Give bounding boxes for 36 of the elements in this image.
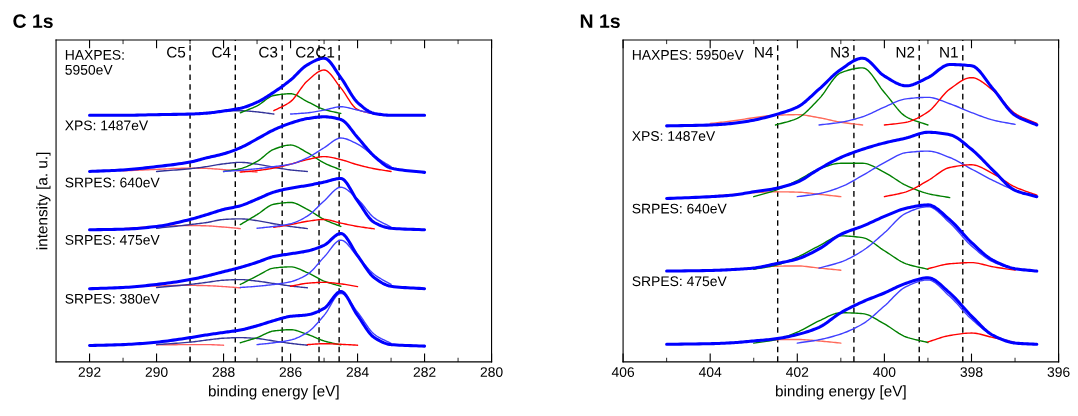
annotation: HAXPES: 5950eV	[632, 49, 744, 60]
x-tick-label: 406	[611, 367, 635, 377]
annotation: SRPES: 475eV	[65, 234, 160, 245]
x-axis-title: binding energy [eV]	[776, 385, 906, 400]
x-tick-label: 402	[786, 367, 809, 377]
ref-line-label: N2	[896, 46, 915, 58]
x-tick-label: 284	[346, 367, 369, 377]
ref-line-label: C1	[316, 46, 335, 58]
ref-line-label: N1	[940, 46, 958, 58]
annotation: XPS: 1487eV	[632, 131, 716, 141]
ref-line-label: N4	[755, 46, 773, 58]
y-axis-title: intensity [a. u.]	[36, 152, 51, 250]
ref-line-label: C4	[212, 46, 231, 58]
chart-title: N 1s	[580, 14, 620, 29]
x-tick-label: 398	[960, 367, 983, 377]
x-tick-label: 404	[698, 367, 722, 377]
ref-line-label: C5	[167, 46, 186, 58]
x-tick-label: 286	[279, 367, 302, 377]
x-tick-label: 282	[413, 367, 436, 377]
x-tick-label: 400	[873, 367, 896, 377]
x-axis-title: binding energy [eV]	[208, 385, 339, 400]
ref-line-label: C3	[259, 46, 278, 58]
x-tick-label: 288	[212, 367, 235, 377]
annotation: XPS: 1487eV	[65, 120, 149, 131]
x-tick-label: 290	[145, 367, 168, 377]
annotation: HAXPES: 5950eV	[65, 49, 124, 75]
chart-title: C 1s	[13, 14, 53, 29]
x-tick-label: 396	[1047, 367, 1070, 377]
x-tick-label: 280	[480, 367, 503, 377]
ref-line-label: C2	[296, 46, 315, 58]
x-tick-label: 292	[78, 367, 101, 377]
annotation: SRPES: 640eV	[632, 203, 727, 214]
annotation: SRPES: 640eV	[65, 177, 160, 188]
annotation: SRPES: 380eV	[65, 293, 160, 304]
annotation: SRPES: 475eV	[632, 276, 727, 287]
ref-line-label: N3	[831, 46, 849, 58]
